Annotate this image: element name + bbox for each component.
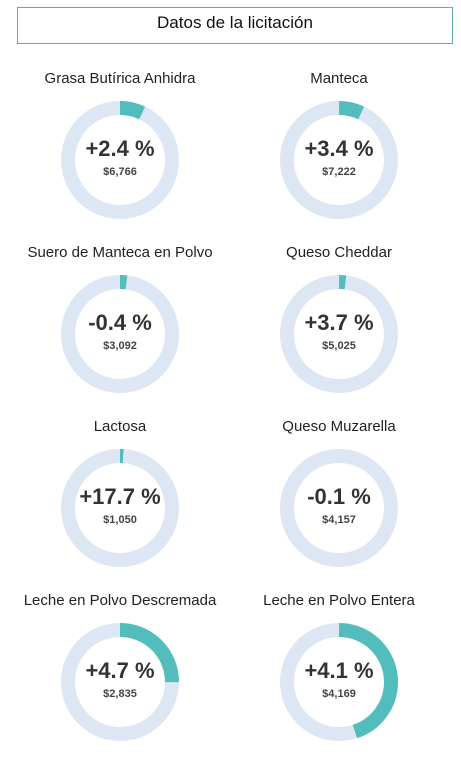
donut-tile-lactosa: Lactosa +17.7 % $1,050	[20, 418, 220, 578]
donut-ring	[61, 101, 179, 219]
donut-tile-queso-cheddar: Queso Cheddar +3.7 % $5,025	[239, 244, 439, 404]
donut-arc	[61, 101, 179, 219]
donut-change-value: +4.7 %	[85, 658, 155, 683]
donut-price-value: $7,222	[322, 166, 356, 178]
donut-ring	[280, 449, 398, 567]
donut-ring	[61, 449, 179, 567]
donut-tile-leche-en-polvo-descremada: Leche en Polvo Descremada +4.7 % $2,835	[20, 592, 220, 752]
donut-change-value: +17.7 %	[79, 484, 161, 509]
donut-tile-grasa-butirica-anhidra: Grasa Butírica Anhidra +2.4 % $6,766	[20, 70, 220, 230]
donut-ring	[61, 623, 179, 741]
donut-ring	[280, 275, 398, 393]
donut-arc	[61, 275, 179, 393]
donut-price-value: $3,092	[103, 340, 137, 352]
donut-arc	[61, 449, 179, 567]
donut-price-value: $2,835	[103, 688, 137, 700]
donut-ring	[280, 101, 398, 219]
donut-arc	[61, 623, 179, 741]
donut-price-value: $6,766	[103, 166, 137, 178]
donut-price-value: $1,050	[103, 514, 137, 526]
donut-price-value: $5,025	[322, 340, 356, 352]
donut-change-value: +4.1 %	[304, 658, 374, 683]
donut-ring	[280, 623, 398, 741]
donut-change-value: +2.4 %	[85, 136, 155, 161]
donut-label: Manteca	[310, 70, 368, 87]
donut-tile-suero-de-manteca-en-polvo: Suero de Manteca en Polvo -0.4 % $3,092	[20, 244, 220, 404]
donut-change-value: +3.7 %	[304, 310, 374, 335]
donut-tile-leche-en-polvo-entera: Leche en Polvo Entera +4.1 % $4,169	[239, 592, 439, 752]
donut-change-value: +3.4 %	[304, 136, 374, 161]
donut-change-value: -0.4 %	[88, 310, 152, 335]
donut-label: Queso Muzarella	[282, 418, 396, 435]
donut-arc	[280, 623, 398, 741]
donut-change-value: -0.1 %	[307, 484, 371, 509]
donut-label: Leche en Polvo Descremada	[23, 592, 217, 609]
donut-price-value: $4,169	[322, 688, 356, 700]
header-box: Datos de la licitación	[17, 7, 453, 44]
donut-label: Suero de Manteca en Polvo	[27, 244, 213, 261]
donut-label: Lactosa	[93, 418, 147, 435]
donut-label: Queso Cheddar	[286, 244, 392, 261]
donut-arc	[280, 275, 398, 393]
donut-track	[280, 449, 398, 567]
donut-tile-manteca: Manteca +3.4 % $7,222	[239, 70, 439, 230]
donut-tile-queso-muzarella: Queso Muzarella -0.1 % $4,157	[239, 418, 439, 578]
donut-label: Leche en Polvo Entera	[263, 592, 415, 609]
page-title: Datos de la licitación	[157, 12, 313, 32]
donut-ring	[61, 275, 179, 393]
donut-arc	[280, 101, 398, 219]
donut-price-value: $4,157	[322, 514, 356, 526]
donut-label: Grasa Butírica Anhidra	[44, 70, 196, 87]
